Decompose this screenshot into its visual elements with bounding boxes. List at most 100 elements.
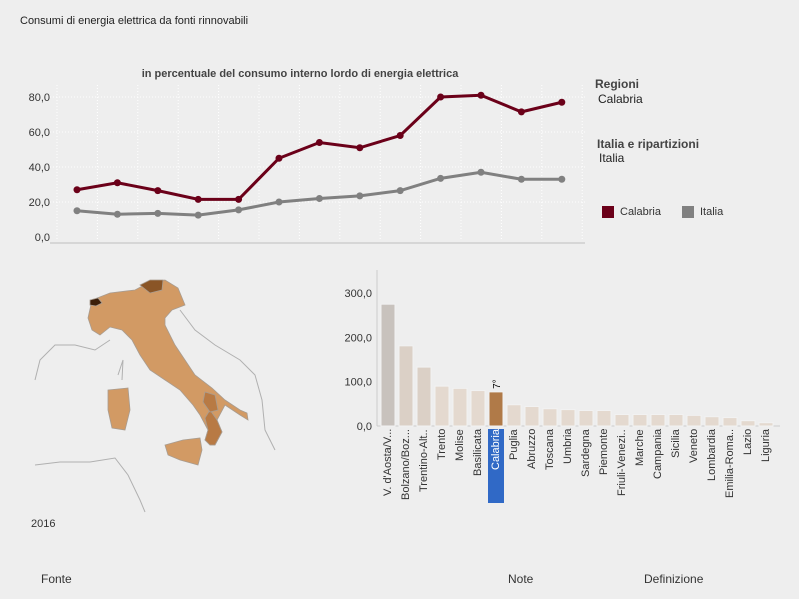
legend-calabria[interactable]: Calabria <box>602 206 661 218</box>
data-point <box>558 98 566 106</box>
legend-swatch <box>602 206 614 218</box>
y-tick-label: 20,0 <box>29 197 50 209</box>
data-point <box>396 187 404 195</box>
x-label[interactable]: Piemonte <box>598 429 610 476</box>
fonte-link[interactable]: Fonte <box>41 572 72 586</box>
data-point <box>477 91 485 99</box>
x-label[interactable]: Basilicata <box>472 429 484 477</box>
data-point <box>477 168 485 176</box>
data-point <box>437 93 445 101</box>
italy-selector[interactable]: Italia <box>599 151 625 165</box>
y-tick-label: 200,0 <box>344 332 372 344</box>
bar-sicilia <box>668 413 684 427</box>
data-point <box>356 144 364 152</box>
x-label[interactable]: V. d'Aosta/V... <box>382 429 394 497</box>
bar-marche <box>632 413 648 427</box>
bar-abruzzo <box>524 406 540 427</box>
x-label[interactable]: Calabria <box>488 429 504 503</box>
bar-calabria <box>488 391 504 427</box>
bar-v-d-aosta-v- <box>380 303 396 427</box>
italy-map[interactable] <box>0 0 300 530</box>
data-point <box>275 198 283 206</box>
data-point <box>235 195 243 203</box>
y-tick-label: 0,0 <box>357 421 372 433</box>
legend-swatch <box>682 206 694 218</box>
data-point <box>396 132 404 139</box>
bar-emilia-roma- <box>722 417 738 427</box>
region-trentino[interactable] <box>139 279 164 294</box>
regions-label: Regioni <box>595 77 639 91</box>
x-label[interactable]: Umbria <box>562 429 574 465</box>
region-calabria[interactable] <box>204 409 223 446</box>
data-point <box>113 179 121 187</box>
legend-italia[interactable]: Italia <box>682 206 723 218</box>
x-label[interactable]: Trentino-Alt.. <box>418 429 430 492</box>
bar-trentino-alt- <box>416 366 432 427</box>
data-point <box>113 210 121 218</box>
data-point <box>517 108 525 116</box>
x-label[interactable]: Lombardia <box>706 429 718 481</box>
x-label[interactable]: Emilia-Roma.. <box>724 429 736 499</box>
data-point <box>356 192 364 200</box>
bar-lombardia <box>704 416 720 427</box>
data-point <box>73 186 81 194</box>
definizione-link[interactable]: Definizione <box>644 572 704 586</box>
y-tick-label: 0,0 <box>35 232 50 244</box>
data-point <box>194 211 202 219</box>
x-label[interactable]: Trento <box>436 429 448 461</box>
bar-sardegna <box>578 409 594 427</box>
data-point <box>517 175 525 183</box>
y-tick-label: 300,0 <box>344 288 372 300</box>
data-point <box>315 139 323 146</box>
page-title: Consumi di energia elettrica da fonti ri… <box>20 15 249 27</box>
data-point <box>154 187 162 195</box>
line-chart-title: in percentuale del consumo interno lordo… <box>141 68 459 80</box>
rank-label: 7° <box>492 379 503 389</box>
region-selector[interactable]: Calabria <box>598 92 643 106</box>
bar-trento <box>434 385 450 427</box>
x-label[interactable]: Liguria <box>760 429 772 463</box>
y-tick-label: 100,0 <box>344 377 372 389</box>
region-vda[interactable] <box>89 297 103 307</box>
bar-molise <box>452 387 468 427</box>
x-label[interactable]: Veneto <box>688 429 700 464</box>
data-point <box>73 207 81 215</box>
data-point <box>315 195 323 202</box>
bar-puglia <box>506 404 522 427</box>
x-label[interactable]: Sicilia <box>670 429 682 458</box>
x-label[interactable]: Lazio <box>742 429 754 456</box>
note-link[interactable]: Note <box>508 572 534 586</box>
x-label[interactable]: Sardegna <box>580 429 592 477</box>
y-tick-label: 80,0 <box>29 92 50 104</box>
data-point <box>154 209 162 217</box>
coastlines <box>34 309 276 513</box>
x-label[interactable]: Puglia <box>508 429 520 460</box>
bar-basilicata <box>470 390 486 427</box>
x-label[interactable]: Bolzano/Boz... <box>400 429 412 500</box>
x-label[interactable]: Campania <box>652 429 664 480</box>
data-point <box>275 154 283 162</box>
x-label[interactable]: Molise <box>454 429 466 461</box>
region-sardinia[interactable] <box>107 387 131 431</box>
legend-label: Calabria <box>620 206 661 218</box>
year-label: 2016 <box>31 518 56 530</box>
region-basilicata[interactable] <box>202 391 219 413</box>
y-tick-label: 60,0 <box>29 127 50 139</box>
x-label[interactable]: Abruzzo <box>526 429 538 470</box>
data-point <box>437 174 445 182</box>
y-tick-label: 40,0 <box>29 162 50 174</box>
x-label[interactable]: Friuli-Venezi.. <box>616 429 628 496</box>
bar-campania <box>650 413 666 427</box>
data-point <box>558 175 566 183</box>
bar-liguria <box>758 422 774 427</box>
x-label[interactable]: Toscana <box>544 429 556 470</box>
bar-umbria <box>560 409 576 427</box>
data-point <box>194 195 202 203</box>
bar-lazio <box>740 420 756 427</box>
bar-veneto <box>686 414 702 427</box>
data-point <box>235 206 243 214</box>
bar-toscana <box>542 408 558 427</box>
bar-chart: 0,0 100,0 200,0 300,0 7° <box>344 270 780 433</box>
x-label[interactable]: Marche <box>634 429 646 466</box>
region-sicily[interactable] <box>164 437 203 466</box>
